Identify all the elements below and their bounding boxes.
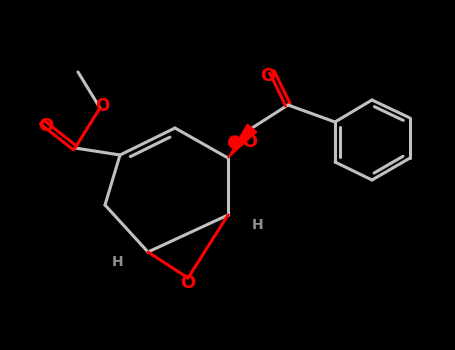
Text: ●O: ●O [227,133,258,151]
Text: H: H [112,255,124,269]
Text: O: O [38,117,54,135]
Text: O: O [95,97,109,115]
Text: O: O [180,274,196,292]
Polygon shape [228,124,257,158]
Text: H: H [252,218,264,232]
Text: O: O [260,67,276,85]
